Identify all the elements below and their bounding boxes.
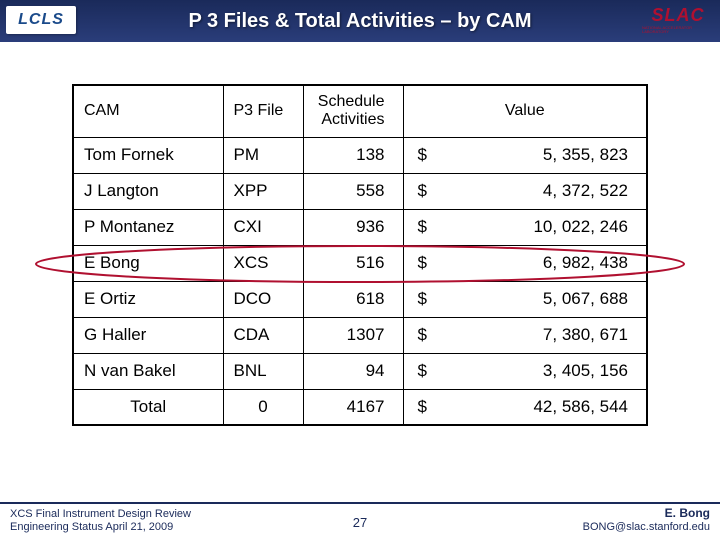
table-row: G HallerCDA1307$7, 380, 671 — [73, 317, 647, 353]
col-header-value: Value — [403, 85, 647, 137]
cell-file: PM — [223, 137, 303, 173]
cell-value-currency: $ — [403, 317, 437, 353]
cell-file: XPP — [223, 173, 303, 209]
cell-file: CDA — [223, 317, 303, 353]
cell-sched: 618 — [303, 281, 403, 317]
col-header-file: P3 File — [223, 85, 303, 137]
cell-value-amount: 4, 372, 522 — [437, 173, 647, 209]
cell-cam: J Langton — [73, 173, 223, 209]
cell-value-amount: 6, 982, 438 — [437, 245, 647, 281]
table-body: Tom FornekPM138$5, 355, 823J LangtonXPP5… — [73, 137, 647, 425]
cell-value-currency: $ — [403, 209, 437, 245]
table-row: N van BakelBNL94$3, 405, 156 — [73, 353, 647, 389]
slac-logo: SLAC NATIONAL ACCELERATOR LABORATORY — [642, 4, 714, 36]
cell-value-currency: $ — [403, 281, 437, 317]
footer-author-name: E. Bong — [583, 506, 710, 520]
cell-value-amount: 5, 355, 823 — [437, 137, 647, 173]
footer-author-email: BONG@slac.stanford.edu — [583, 521, 710, 534]
cell-value-amount: 10, 022, 246 — [437, 209, 647, 245]
footer-left: XCS Final Instrument Design Review Engin… — [10, 508, 191, 534]
cell-sched: 558 — [303, 173, 403, 209]
cell-cam: G Haller — [73, 317, 223, 353]
table-row: E BongXCS516$6, 982, 438 — [73, 245, 647, 281]
cell-value-currency: $ — [403, 173, 437, 209]
cell-cam: N van Bakel — [73, 353, 223, 389]
table-total-row: Total04167$42, 586, 544 — [73, 389, 647, 425]
cell-file: XCS — [223, 245, 303, 281]
lcls-logo: LCLS — [6, 6, 76, 34]
table-row: E OrtizDCO618$5, 067, 688 — [73, 281, 647, 317]
data-table-container: CAM P3 File Schedule Activities Value To… — [72, 84, 648, 426]
cell-sched: 138 — [303, 137, 403, 173]
cell-total-amount: 42, 586, 544 — [437, 389, 647, 425]
cell-total-label: Total — [73, 389, 223, 425]
cell-total-file: 0 — [223, 389, 303, 425]
footer: XCS Final Instrument Design Review Engin… — [0, 502, 720, 540]
cell-file: CXI — [223, 209, 303, 245]
cell-cam: Tom Fornek — [73, 137, 223, 173]
slac-logo-text: SLAC — [652, 6, 705, 24]
cell-value-currency: $ — [403, 245, 437, 281]
table-row: P MontanezCXI936$10, 022, 246 — [73, 209, 647, 245]
footer-right: E. Bong BONG@slac.stanford.edu — [583, 506, 710, 534]
col-header-cam: CAM — [73, 85, 223, 137]
cell-value-amount: 3, 405, 156 — [437, 353, 647, 389]
cell-file: BNL — [223, 353, 303, 389]
cell-value-amount: 7, 380, 671 — [437, 317, 647, 353]
table-row: J LangtonXPP558$4, 372, 522 — [73, 173, 647, 209]
cell-sched: 936 — [303, 209, 403, 245]
lcls-logo-text: LCLS — [18, 11, 64, 29]
footer-status-date: Engineering Status April 21, 2009 — [10, 521, 191, 534]
cell-sched: 516 — [303, 245, 403, 281]
cell-cam: E Ortiz — [73, 281, 223, 317]
cell-value-amount: 5, 067, 688 — [437, 281, 647, 317]
footer-review-title: XCS Final Instrument Design Review — [10, 508, 191, 521]
table-row: Tom FornekPM138$5, 355, 823 — [73, 137, 647, 173]
cell-sched: 1307 — [303, 317, 403, 353]
cell-cam: E Bong — [73, 245, 223, 281]
slide-title: P 3 Files & Total Activities – by CAM — [0, 10, 720, 33]
cell-total-sched: 4167 — [303, 389, 403, 425]
cam-table: CAM P3 File Schedule Activities Value To… — [72, 84, 648, 426]
header-bar: LCLS P 3 Files & Total Activities – by C… — [0, 0, 720, 42]
cell-value-currency: $ — [403, 137, 437, 173]
cell-file: DCO — [223, 281, 303, 317]
cell-value-currency: $ — [403, 353, 437, 389]
slac-logo-subtext: NATIONAL ACCELERATOR LABORATORY — [642, 26, 714, 34]
cell-sched: 94 — [303, 353, 403, 389]
cell-total-currency: $ — [403, 389, 437, 425]
table-header-row: CAM P3 File Schedule Activities Value — [73, 85, 647, 137]
col-header-sched: Schedule Activities — [303, 85, 403, 137]
cell-cam: P Montanez — [73, 209, 223, 245]
